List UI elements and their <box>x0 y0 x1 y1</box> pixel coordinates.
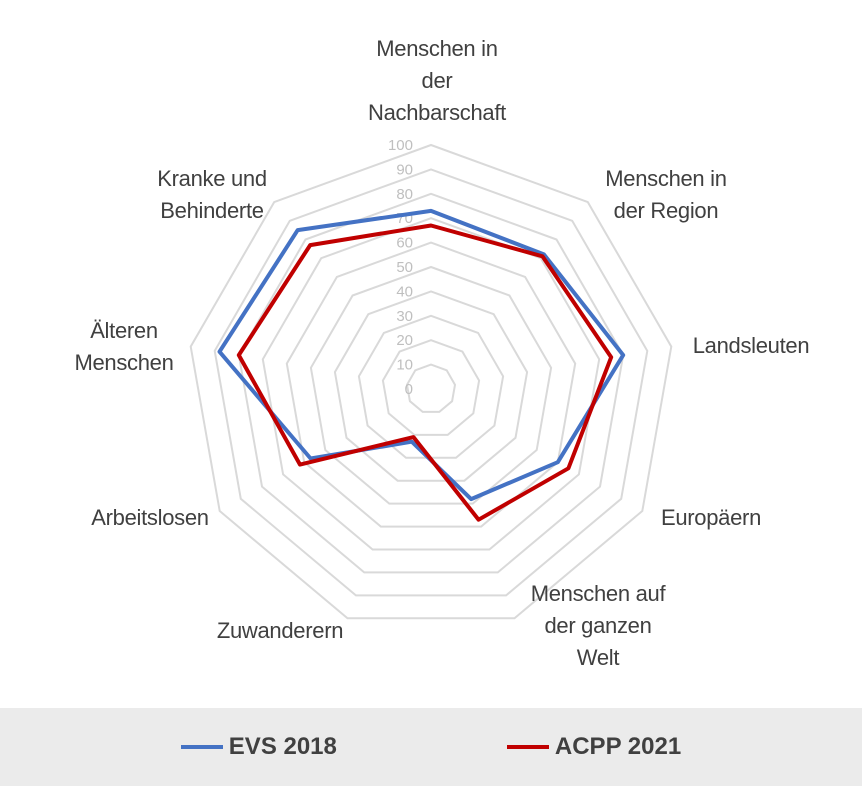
tick-label: 10 <box>396 357 413 374</box>
category-label: Zuwanderern <box>217 618 343 643</box>
category-label: Menschen in der Region <box>605 166 726 223</box>
series-lines <box>217 208 626 522</box>
grid-ring-80 <box>237 192 625 574</box>
legend: EVS 2018 ACPP 2021 <box>0 708 862 786</box>
category-label: Arbeitslosen <box>91 505 208 530</box>
legend-label-evs-2018: EVS 2018 <box>228 733 337 760</box>
legend-swatch-evs-2018 <box>180 745 223 749</box>
category-label: Älteren Menschen <box>74 318 173 375</box>
category-label: Kranke und Behinderte <box>157 166 267 223</box>
category-labels: Menschen in der Nachbarschaft Menschen in de… <box>74 36 809 670</box>
tick-label: 90 <box>396 161 413 178</box>
grid-ring-60 <box>285 241 577 528</box>
grid-ring-100 <box>189 143 673 620</box>
tick-label: 100 <box>388 137 413 154</box>
legend-swatch-acpp-2021 <box>506 745 549 749</box>
grid-ring-30 <box>357 314 505 459</box>
legend-item-acpp-2021[interactable]: ACPP 2021 <box>506 733 682 761</box>
grid-ring-40 <box>333 290 529 482</box>
tick-label: 60 <box>396 235 413 252</box>
legend-item-evs-2018[interactable]: EVS 2018 <box>180 733 337 761</box>
category-label: Landsleuten <box>693 333 810 358</box>
tick-label: 20 <box>396 332 413 349</box>
category-label: Europäern <box>661 505 761 530</box>
grid-ring-50 <box>309 265 553 505</box>
grid-ring-70 <box>261 217 601 551</box>
tick-label: 30 <box>396 308 413 325</box>
radar-grid <box>189 143 673 620</box>
grid-ring-90 <box>213 168 649 597</box>
grid-ring-20 <box>381 339 481 436</box>
tick-label: 80 <box>396 186 413 203</box>
tick-label: 50 <box>396 259 413 276</box>
tick-label: 40 <box>396 283 413 300</box>
category-label: Menschen in der Nachbarschaft <box>368 36 506 125</box>
grid-ring-10 <box>405 363 457 413</box>
tick-label: 0 <box>405 381 413 398</box>
category-label: Menschen auf der ganzen Welt <box>531 581 667 670</box>
series-line-acpp-2021 <box>236 223 614 522</box>
legend-label-acpp-2021: ACPP 2021 <box>554 733 682 760</box>
